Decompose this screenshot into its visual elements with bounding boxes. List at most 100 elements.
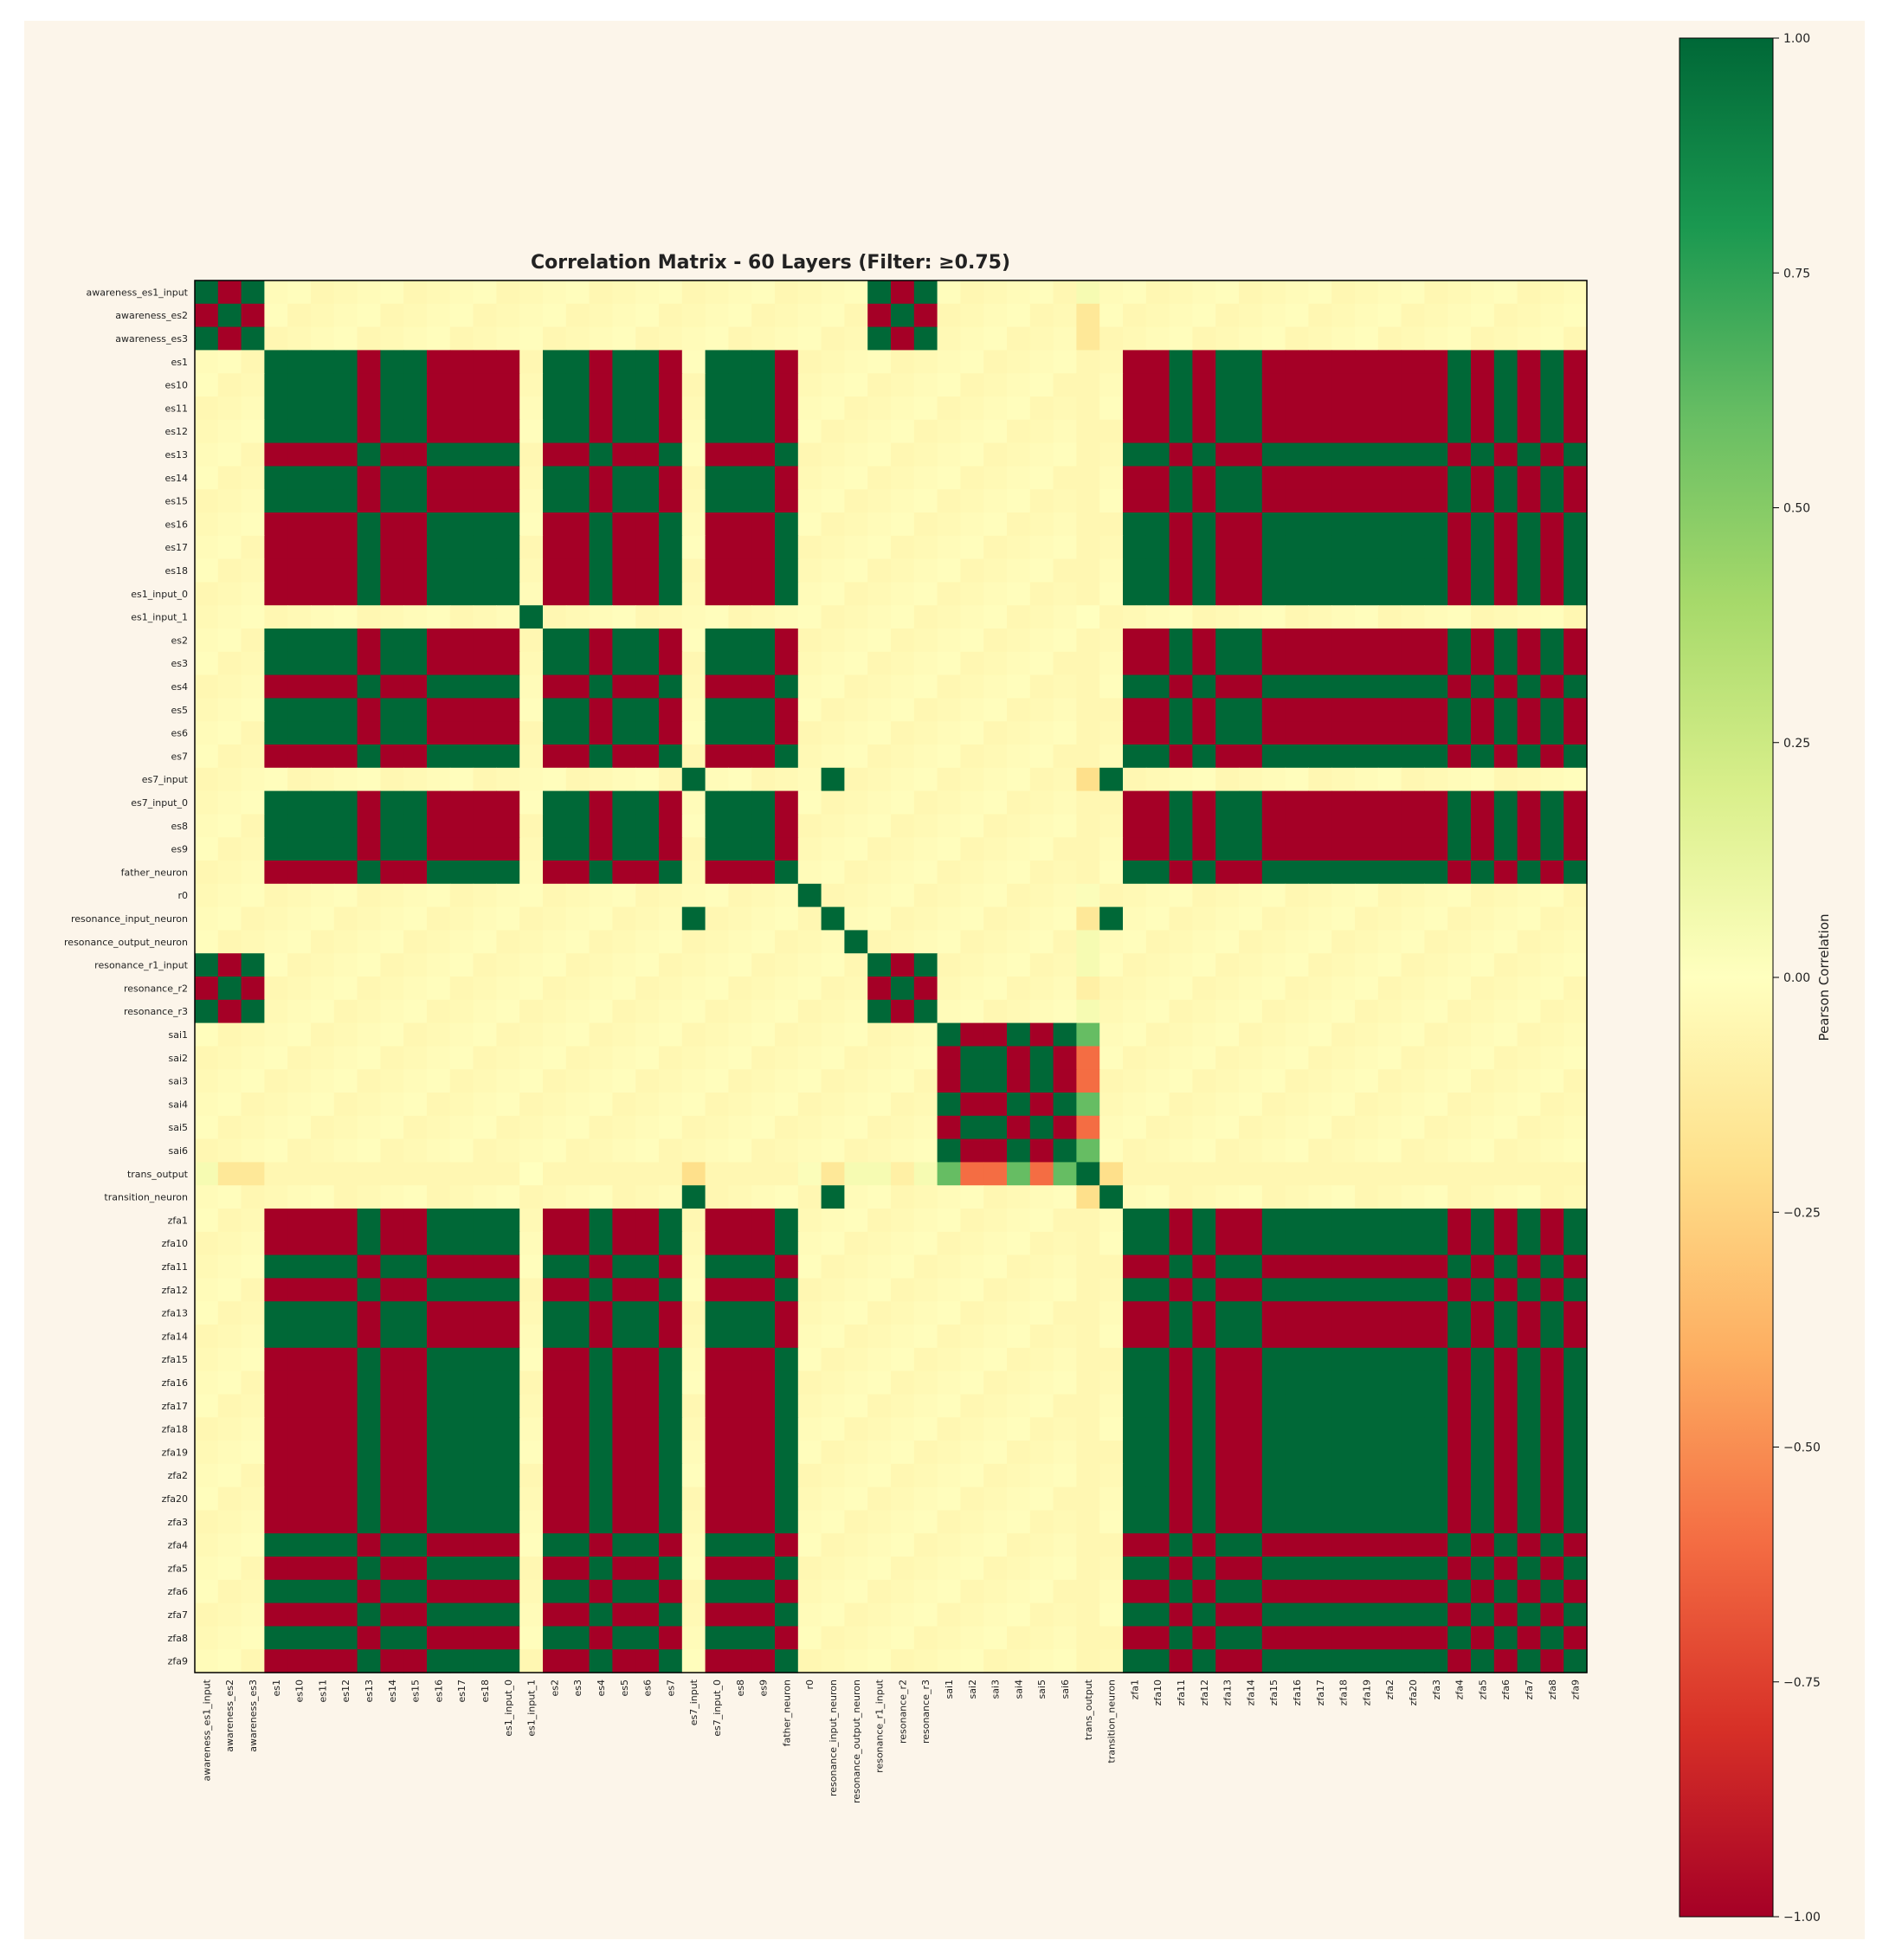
heatmap-cell bbox=[473, 1533, 497, 1557]
heatmap-cell bbox=[1123, 1347, 1147, 1372]
heatmap-cell bbox=[728, 419, 752, 444]
heatmap-cell bbox=[1169, 558, 1193, 583]
heatmap-cell bbox=[1355, 745, 1379, 769]
heatmap-cell bbox=[775, 280, 799, 305]
heatmap-cell bbox=[844, 861, 868, 885]
heatmap-cell bbox=[589, 930, 613, 954]
heatmap-cell bbox=[1239, 1231, 1263, 1256]
heatmap-cell bbox=[1261, 906, 1286, 931]
heatmap-cell bbox=[867, 1370, 892, 1395]
heatmap-cell bbox=[1517, 1347, 1541, 1372]
heatmap-cell bbox=[473, 651, 497, 676]
heatmap-cell bbox=[960, 1093, 984, 1117]
heatmap-cell bbox=[287, 373, 312, 397]
heatmap-cell bbox=[1563, 674, 1588, 699]
heatmap-cell bbox=[589, 698, 613, 722]
heatmap-cell bbox=[1424, 1417, 1448, 1441]
heatmap-cell bbox=[891, 419, 915, 444]
heatmap-cell bbox=[589, 1417, 613, 1441]
heatmap-cell bbox=[937, 1301, 961, 1325]
heatmap-cell bbox=[1239, 814, 1263, 838]
heatmap-cell bbox=[195, 419, 219, 444]
heatmap-cell bbox=[449, 558, 474, 583]
heatmap-cell bbox=[1053, 535, 1077, 560]
heatmap-cell bbox=[1447, 1557, 1472, 1581]
heatmap-cell bbox=[264, 1347, 288, 1372]
heatmap-cell bbox=[1447, 1463, 1472, 1488]
heatmap-cell bbox=[844, 1115, 868, 1140]
heatmap-cell bbox=[751, 303, 776, 328]
column-tick-label: es14 bbox=[387, 1680, 398, 1703]
heatmap-cell bbox=[427, 790, 451, 815]
heatmap-cell bbox=[1123, 1602, 1147, 1627]
heatmap-cell bbox=[589, 1046, 613, 1070]
heatmap-cell bbox=[473, 1486, 497, 1511]
heatmap-cell bbox=[217, 1486, 242, 1511]
heatmap-cell bbox=[1401, 535, 1425, 560]
heatmap-cell bbox=[913, 1254, 938, 1279]
heatmap-cell bbox=[241, 977, 265, 1001]
heatmap-cell bbox=[380, 1602, 404, 1627]
heatmap-cell bbox=[983, 1069, 1008, 1093]
heatmap-cell bbox=[1285, 767, 1309, 792]
heatmap-cell bbox=[1029, 1185, 1054, 1209]
heatmap-cell bbox=[403, 1162, 428, 1186]
heatmap-cell bbox=[983, 721, 1008, 745]
heatmap-cell bbox=[1215, 605, 1240, 629]
heatmap-cell bbox=[751, 1162, 776, 1186]
heatmap-cell bbox=[612, 605, 636, 629]
heatmap-cell bbox=[1471, 1138, 1495, 1163]
heatmap-cell bbox=[635, 419, 660, 444]
heatmap-cell bbox=[427, 326, 451, 351]
heatmap-cell bbox=[427, 582, 451, 606]
heatmap-cell bbox=[681, 1046, 706, 1070]
heatmap-cell bbox=[195, 1138, 219, 1163]
heatmap-cell bbox=[449, 1557, 474, 1581]
heatmap-cell bbox=[983, 1046, 1008, 1070]
heatmap-cell bbox=[1355, 930, 1379, 954]
heatmap-cell bbox=[960, 1417, 984, 1441]
heatmap-cell bbox=[449, 466, 474, 490]
heatmap-cell bbox=[1123, 582, 1147, 606]
heatmap-cell bbox=[1169, 1278, 1193, 1302]
heatmap-cell bbox=[913, 1394, 938, 1418]
heatmap-cell bbox=[1169, 419, 1193, 444]
heatmap-cell bbox=[891, 1162, 915, 1186]
heatmap-cell bbox=[1239, 1533, 1263, 1557]
heatmap-cell bbox=[1192, 466, 1216, 490]
heatmap-cell bbox=[1239, 790, 1263, 815]
heatmap-cell bbox=[357, 1579, 381, 1604]
heatmap-cell bbox=[705, 721, 729, 745]
heatmap-cell bbox=[1123, 419, 1147, 444]
heatmap-cell bbox=[983, 1138, 1008, 1163]
heatmap-cell bbox=[775, 767, 799, 792]
heatmap-cell bbox=[565, 1069, 590, 1093]
heatmap-cell bbox=[1308, 698, 1332, 722]
heatmap-cell bbox=[427, 535, 451, 560]
heatmap-cell bbox=[1355, 1093, 1379, 1117]
heatmap-cell bbox=[1563, 1162, 1588, 1186]
heatmap-cell bbox=[1076, 1325, 1100, 1349]
row-tick-label: sai5 bbox=[168, 1122, 188, 1133]
heatmap-cell bbox=[1401, 1115, 1425, 1140]
heatmap-cell bbox=[937, 953, 961, 977]
heatmap-cell bbox=[1447, 280, 1472, 305]
heatmap-cell bbox=[751, 1209, 776, 1233]
heatmap-cell bbox=[1331, 1115, 1356, 1140]
heatmap-cell bbox=[589, 767, 613, 792]
heatmap-cell bbox=[311, 419, 335, 444]
heatmap-cell bbox=[821, 814, 845, 838]
heatmap-cell bbox=[565, 1510, 590, 1534]
heatmap-cell bbox=[1261, 977, 1286, 1001]
heatmap-cell bbox=[543, 513, 567, 537]
heatmap-cell bbox=[380, 280, 404, 305]
heatmap-cell bbox=[1123, 1138, 1147, 1163]
heatmap-cell bbox=[217, 1231, 242, 1256]
heatmap-cell bbox=[473, 837, 497, 861]
heatmap-cell bbox=[728, 1254, 752, 1279]
heatmap-cell bbox=[1517, 1325, 1541, 1349]
heatmap-cell bbox=[217, 535, 242, 560]
heatmap-cell bbox=[496, 1046, 520, 1070]
heatmap-cell bbox=[867, 953, 892, 977]
heatmap-cell bbox=[1447, 1394, 1472, 1418]
